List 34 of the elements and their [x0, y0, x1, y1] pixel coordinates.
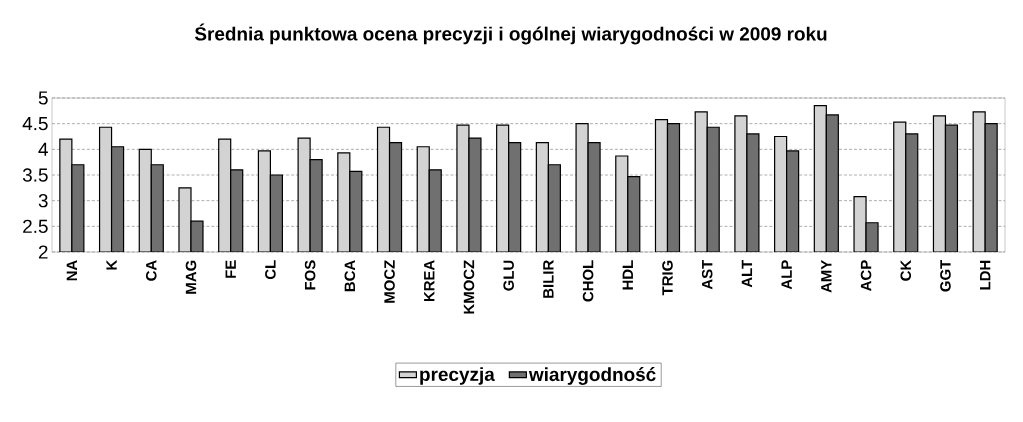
x-tick-label: KREA — [424, 260, 435, 302]
x-tick-label: NA — [66, 260, 77, 281]
x-tick-label: GLU — [503, 260, 514, 291]
y-tick-label: 3 — [38, 193, 48, 208]
x-tick-label: FE — [225, 260, 236, 278]
y-tick-label: 2.5 — [23, 219, 48, 234]
x-tick-label: MAG — [185, 260, 197, 294]
y-tick-label: 4.5 — [22, 117, 48, 131]
y-tick-label: 4 — [38, 142, 48, 156]
legend-label: precyzja — [420, 367, 495, 385]
x-tick-label: HDL — [622, 260, 633, 290]
legend-label: wiarygodność — [528, 367, 656, 385]
y-tick-label: 3.5 — [22, 168, 48, 182]
x-tick-label: CK — [900, 259, 912, 281]
x-tick-label: TRIG — [662, 260, 673, 296]
x-tick-label: ALP — [781, 260, 792, 290]
x-tick-label: LDH — [980, 260, 991, 290]
y-tick-label: 5 — [38, 91, 48, 105]
x-tick-label: BILIR — [543, 260, 554, 298]
x-tick-label: MOCZ — [384, 260, 395, 303]
x-tick-label: KMOCZ — [463, 260, 475, 314]
x-tick-label: GGT — [940, 259, 951, 292]
x-tick-label: CHOL — [582, 260, 594, 302]
chart-title: Średnia punktowa ocena precyzji i ogólnej wiarygodności w 2009 roku — [194, 23, 827, 45]
y-tick-label: 2 — [38, 245, 48, 259]
x-tick-label: CA — [145, 260, 157, 281]
x-tick-label: AST — [701, 259, 713, 290]
x-tick-label: AMY — [821, 260, 832, 293]
x-tick-label: CL — [265, 260, 276, 280]
x-tick-label: ACP — [860, 260, 872, 291]
x-tick-label: FOS — [304, 260, 316, 290]
x-tick-label: BCA — [344, 260, 356, 292]
x-tick-label: K — [106, 259, 117, 270]
x-tick-label: ALT — [741, 259, 753, 288]
